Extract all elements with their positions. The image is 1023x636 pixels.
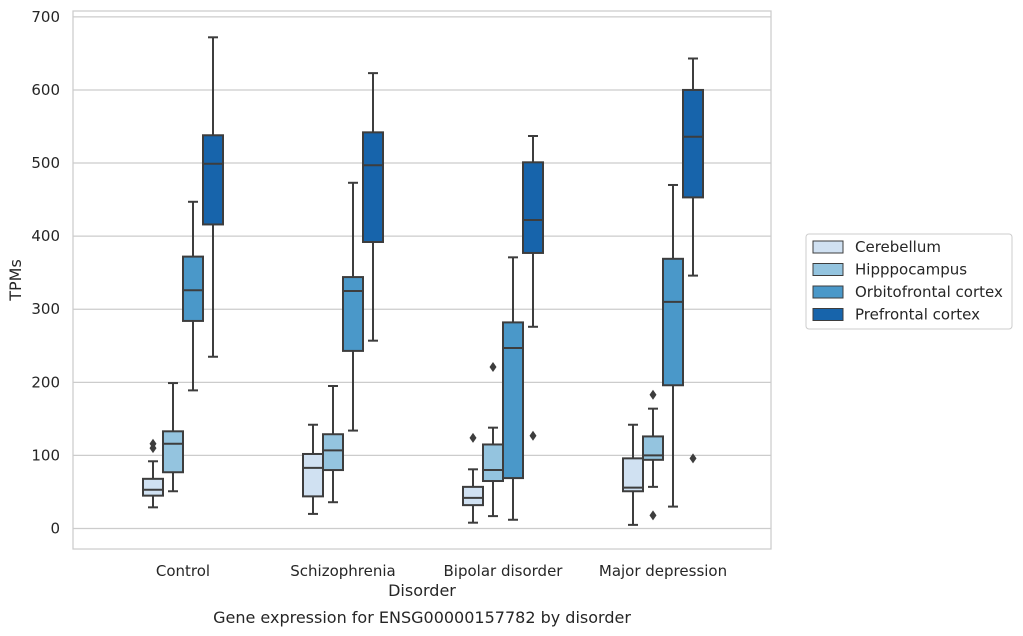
iqr-box bbox=[322, 433, 344, 472]
legend-label: Cerebellum bbox=[855, 238, 941, 256]
y-tick-label: 700 bbox=[31, 8, 60, 26]
legend-swatch bbox=[812, 240, 844, 254]
iqr-box bbox=[662, 257, 684, 387]
box-prefrontal-cortex bbox=[362, 72, 384, 342]
box-orbitofrontal-cortex bbox=[502, 256, 524, 521]
legend-swatch bbox=[812, 308, 844, 321]
iqr-box bbox=[522, 161, 544, 254]
y-tick-label: 0 bbox=[50, 520, 60, 538]
legend-swatch bbox=[812, 285, 844, 299]
iqr-box bbox=[342, 276, 364, 352]
outlier-point bbox=[149, 438, 157, 449]
iqr-box bbox=[682, 88, 704, 199]
iqr-box bbox=[622, 457, 644, 493]
legend-swatch bbox=[812, 263, 844, 276]
outlier-point bbox=[649, 510, 657, 521]
x-axis-label: Disorder bbox=[388, 581, 456, 600]
iqr-box bbox=[302, 452, 324, 498]
outlier-point bbox=[529, 430, 537, 441]
plot-frame bbox=[72, 10, 772, 550]
iqr-box bbox=[162, 430, 184, 474]
box-prefrontal-cortex bbox=[522, 134, 544, 441]
x-tick-label: Bipolar disorder bbox=[444, 562, 564, 580]
box-orbitofrontal-cortex bbox=[182, 200, 204, 392]
outlier-point bbox=[469, 432, 477, 443]
y-tick-label: 300 bbox=[31, 300, 60, 318]
iqr-box bbox=[202, 134, 224, 226]
iqr-box bbox=[182, 255, 204, 322]
box-orbitofrontal-cortex bbox=[342, 181, 364, 432]
box-prefrontal-cortex bbox=[202, 36, 224, 358]
box-hipppocampus bbox=[642, 389, 664, 521]
outlier-point bbox=[489, 361, 497, 372]
y-tick-label: 400 bbox=[31, 227, 60, 245]
box-groups bbox=[142, 36, 704, 526]
chart-caption: Gene expression for ENSG00000157782 by d… bbox=[213, 608, 631, 627]
y-axis-label: TPMs bbox=[6, 259, 25, 302]
box-cerebellum bbox=[302, 423, 324, 515]
iqr-box bbox=[502, 321, 524, 480]
x-tick-label: Control bbox=[156, 562, 210, 580]
y-tick-label: 500 bbox=[31, 154, 60, 172]
iqr-box bbox=[142, 477, 164, 497]
outlier-point bbox=[689, 453, 697, 464]
x-tick-label: Schizophrenia bbox=[290, 562, 395, 580]
outlier-point bbox=[649, 389, 657, 400]
box-prefrontal-cortex bbox=[682, 57, 704, 464]
iqr-box bbox=[642, 435, 664, 461]
iqr-box bbox=[482, 443, 504, 483]
box-orbitofrontal-cortex bbox=[662, 183, 684, 508]
x-tick-label: Major depression bbox=[599, 562, 727, 580]
legend: Cerebellum Hipppocampus Orbitofrontal cort… bbox=[805, 233, 1013, 330]
y-tick-label: 100 bbox=[31, 446, 60, 464]
box-cerebellum bbox=[142, 438, 164, 509]
legend-label: Prefrontal cortex bbox=[855, 306, 980, 324]
iqr-box bbox=[362, 131, 384, 243]
legend-label: Orbitofrontal cortex bbox=[855, 283, 1003, 301]
legend-label: Hipppocampus bbox=[855, 261, 967, 279]
box-cerebellum bbox=[462, 432, 484, 524]
box-cerebellum bbox=[622, 423, 644, 526]
box-hipppocampus bbox=[162, 382, 184, 493]
x-tick-labels: Control Schizophrenia Bipolar disorder Majo… bbox=[156, 562, 727, 580]
y-tick-label: 200 bbox=[31, 373, 60, 391]
y-tick-label: 600 bbox=[31, 81, 60, 99]
box-hipppocampus bbox=[322, 384, 344, 504]
y-tick-labels: 0 100 200 300 400 500 600 700 bbox=[31, 8, 60, 538]
iqr-box bbox=[462, 485, 484, 507]
legend-frame bbox=[805, 233, 1013, 330]
